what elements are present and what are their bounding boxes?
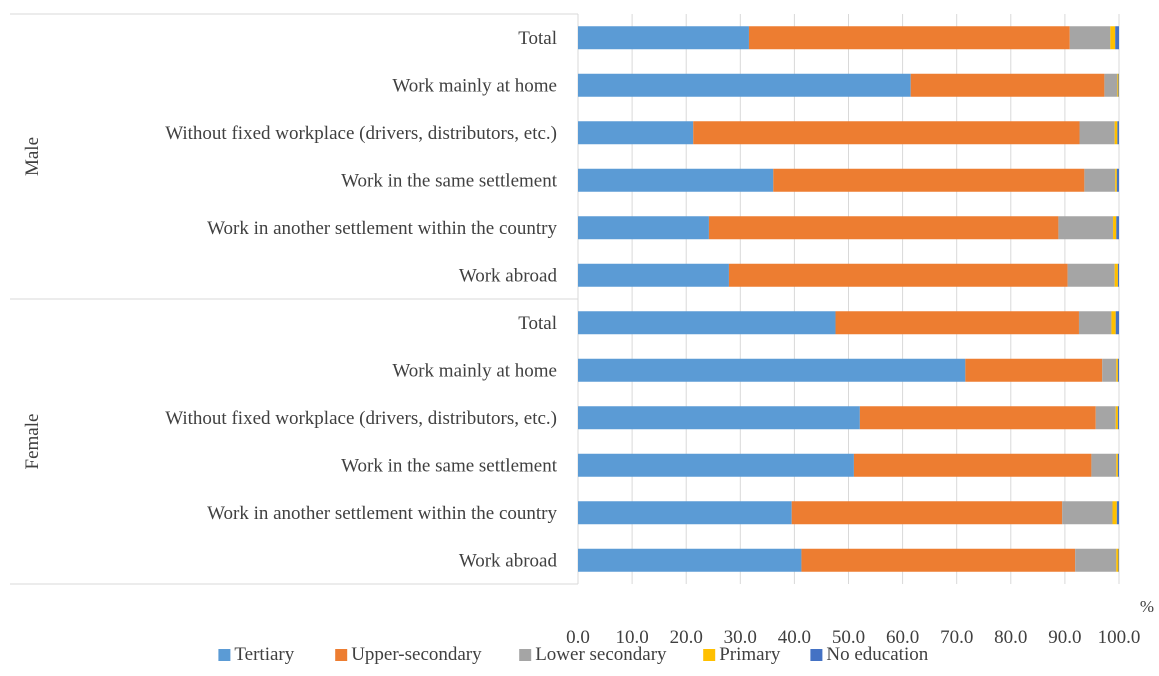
bar-segment-primary bbox=[1111, 311, 1116, 335]
bar-segment-no-education bbox=[1116, 168, 1119, 192]
bar-segment-lower-secondary bbox=[1078, 311, 1112, 335]
bar-segment-primary bbox=[1113, 216, 1117, 240]
x-tick-label: 90.0 bbox=[1048, 627, 1081, 648]
x-tick-label: 10.0 bbox=[615, 627, 648, 648]
bar-segment-tertiary bbox=[578, 263, 729, 287]
legend-swatch bbox=[335, 649, 348, 661]
category-label: Work in another settlement within the co… bbox=[207, 503, 557, 524]
bar-segment-primary bbox=[1115, 168, 1117, 192]
bar-segment-tertiary bbox=[578, 406, 860, 430]
category-label: Work mainly at home bbox=[392, 75, 557, 96]
category-label: Without fixed workplace (drivers, distri… bbox=[165, 408, 557, 429]
x-tick-label: 20.0 bbox=[670, 627, 703, 648]
bar-segment-no-education bbox=[1117, 121, 1119, 145]
bar-segment-lower-secondary bbox=[1095, 406, 1116, 430]
bar-segment-no-education bbox=[1115, 26, 1119, 50]
group-label: Female bbox=[22, 414, 43, 470]
x-tick-label: 80.0 bbox=[994, 627, 1027, 648]
bar-segment-lower-secondary bbox=[1091, 453, 1117, 477]
legend-swatch bbox=[703, 649, 716, 661]
legend-swatch bbox=[218, 649, 231, 661]
bar-segment-no-education bbox=[1116, 501, 1119, 525]
x-tick-label: 100.0 bbox=[1098, 627, 1141, 648]
bar-segment-tertiary bbox=[578, 453, 854, 477]
bar-segment-upper-secondary bbox=[853, 453, 1092, 477]
bar-segment-upper-secondary bbox=[708, 216, 1059, 240]
bar-segment-lower-secondary bbox=[1058, 216, 1114, 240]
bar-segment-no-education bbox=[1117, 406, 1119, 430]
bar-segment-primary bbox=[1114, 121, 1118, 145]
bar-segment-tertiary bbox=[578, 548, 802, 572]
bar-segment-lower-secondary bbox=[1102, 358, 1117, 382]
x-tick-label: 40.0 bbox=[778, 627, 811, 648]
legend-label: Primary bbox=[719, 644, 781, 665]
bar-segment-tertiary bbox=[578, 216, 709, 240]
bar-segment-no-education bbox=[1118, 73, 1119, 97]
bar-segment-upper-secondary bbox=[693, 121, 1080, 145]
bar-segment-primary bbox=[1116, 453, 1118, 477]
bar-segment-tertiary bbox=[578, 121, 694, 145]
bar-segment-lower-secondary bbox=[1062, 501, 1113, 525]
bar-segment-tertiary bbox=[578, 501, 792, 525]
bar-segment-upper-secondary bbox=[773, 168, 1085, 192]
bar-segment-upper-secondary bbox=[801, 548, 1076, 572]
legend-swatch bbox=[519, 649, 532, 661]
x-tick-label: 70.0 bbox=[940, 627, 973, 648]
x-tick-label: 30.0 bbox=[724, 627, 757, 648]
bar-segment-no-education bbox=[1115, 311, 1119, 335]
bar-segment-lower-secondary bbox=[1075, 548, 1117, 572]
bar-segment-primary bbox=[1116, 548, 1119, 572]
bar-segment-no-education bbox=[1118, 548, 1119, 572]
x-tick-label: 60.0 bbox=[886, 627, 919, 648]
bar-segment-primary bbox=[1114, 263, 1118, 287]
bar-segment-primary bbox=[1117, 73, 1119, 97]
bar-segment-primary bbox=[1116, 358, 1118, 382]
bar-segment-upper-secondary bbox=[835, 311, 1079, 335]
legend-swatch bbox=[810, 649, 823, 661]
bar-segment-lower-secondary bbox=[1104, 73, 1118, 97]
bar-segment-lower-secondary bbox=[1084, 168, 1116, 192]
bar-segment-upper-secondary bbox=[791, 501, 1063, 525]
legend-label: Tertiary bbox=[234, 644, 294, 665]
bar-segment-primary bbox=[1112, 501, 1117, 525]
bar-segment-primary bbox=[1115, 406, 1118, 430]
bar-segment-no-education bbox=[1117, 358, 1119, 382]
category-label: Without fixed workplace (drivers, distri… bbox=[165, 123, 557, 144]
bar-segment-upper-secondary bbox=[910, 73, 1105, 97]
legend-label: No education bbox=[826, 644, 928, 665]
category-label: Work in another settlement within the co… bbox=[207, 218, 557, 239]
bar-segment-tertiary bbox=[578, 358, 966, 382]
bar-segment-upper-secondary bbox=[859, 406, 1096, 430]
bar-segment-primary bbox=[1110, 26, 1116, 50]
category-label: Work mainly at home bbox=[392, 360, 557, 381]
bar-segment-lower-secondary bbox=[1079, 121, 1115, 145]
category-label: Work in the same settlement bbox=[341, 170, 558, 191]
category-label: Total bbox=[518, 28, 557, 49]
bar-segment-lower-secondary bbox=[1067, 263, 1115, 287]
category-label: Total bbox=[518, 313, 557, 334]
category-label: Work in the same settlement bbox=[341, 455, 558, 476]
category-label: Work abroad bbox=[459, 550, 558, 571]
bar-segment-tertiary bbox=[578, 26, 749, 50]
legend-label: Lower secondary bbox=[535, 644, 667, 665]
bar-segment-tertiary bbox=[578, 168, 774, 192]
group-label: Male bbox=[22, 137, 43, 176]
category-label: Work abroad bbox=[459, 265, 558, 286]
x-tick-label: 0.0 bbox=[566, 627, 590, 648]
bar-segment-tertiary bbox=[578, 311, 836, 335]
bar-segment-no-education bbox=[1117, 453, 1119, 477]
bar-segment-upper-secondary bbox=[728, 263, 1068, 287]
legend-label: Upper-secondary bbox=[351, 644, 482, 665]
x-tick-label: 50.0 bbox=[832, 627, 865, 648]
bar-segment-tertiary bbox=[578, 73, 911, 97]
bar-segment-lower-secondary bbox=[1069, 26, 1111, 50]
unit-label: % bbox=[1140, 597, 1154, 616]
bar-segment-upper-secondary bbox=[748, 26, 1070, 50]
bar-segment-no-education bbox=[1117, 263, 1119, 287]
bar-segment-no-education bbox=[1116, 216, 1119, 240]
bar-segment-upper-secondary bbox=[965, 358, 1103, 382]
